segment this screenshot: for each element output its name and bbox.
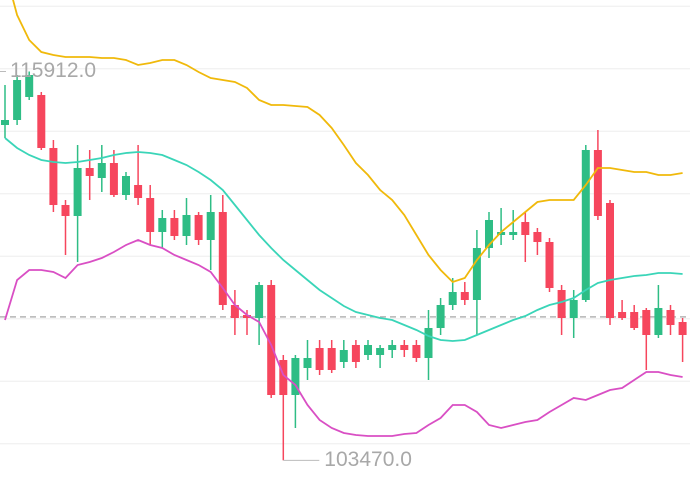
candle-body bbox=[569, 300, 578, 318]
candle-body bbox=[243, 315, 251, 318]
candle-body bbox=[545, 242, 554, 288]
annotation-label: 115912.0 bbox=[10, 59, 96, 82]
candle-body bbox=[678, 322, 687, 335]
candle-body bbox=[194, 215, 203, 240]
candle-body bbox=[606, 203, 614, 318]
candle-body bbox=[364, 345, 372, 355]
candle-body bbox=[497, 232, 506, 235]
candle-body bbox=[521, 222, 530, 235]
candle-body bbox=[376, 348, 385, 355]
candle-body bbox=[351, 345, 360, 362]
candle-body bbox=[255, 285, 264, 318]
candle-body bbox=[1, 120, 9, 125]
candle-body bbox=[618, 312, 627, 318]
candle-body bbox=[170, 218, 179, 236]
candle-body bbox=[400, 345, 409, 350]
candle-body bbox=[642, 310, 651, 335]
band-line bbox=[4, 137, 683, 342]
candle-body bbox=[424, 328, 433, 358]
candle-body bbox=[218, 212, 227, 305]
candle-body bbox=[593, 150, 602, 216]
candle-body bbox=[557, 290, 566, 318]
candle-body bbox=[182, 215, 191, 236]
candle-body bbox=[630, 312, 639, 328]
candle-body bbox=[581, 150, 590, 300]
candle-body bbox=[13, 80, 22, 120]
candle-body bbox=[73, 168, 82, 216]
candle-body bbox=[448, 292, 457, 305]
candle-body bbox=[37, 95, 46, 148]
candle-body bbox=[158, 218, 167, 232]
candle-body bbox=[315, 348, 324, 370]
candle-body bbox=[436, 305, 445, 328]
candle-body bbox=[509, 232, 518, 235]
candle-body bbox=[122, 176, 130, 195]
band-line bbox=[4, 239, 683, 437]
candle-body bbox=[49, 148, 58, 205]
candle-body bbox=[206, 212, 215, 240]
candle-body bbox=[134, 185, 143, 198]
candle-body bbox=[267, 285, 276, 395]
candle-body bbox=[279, 360, 288, 395]
candle-body bbox=[412, 345, 421, 358]
candle-body bbox=[230, 305, 239, 318]
candle-body bbox=[485, 220, 493, 248]
candle-body bbox=[533, 232, 542, 242]
candle-body bbox=[97, 163, 106, 178]
band-line bbox=[12, 0, 683, 284]
candle-body bbox=[303, 358, 312, 368]
candle-body bbox=[61, 205, 70, 216]
candle-body bbox=[327, 348, 336, 370]
candle-body bbox=[460, 292, 469, 300]
candle-body bbox=[146, 198, 155, 232]
candle-body bbox=[472, 248, 481, 300]
candle-body bbox=[25, 75, 34, 97]
candle-body bbox=[339, 350, 348, 362]
annotation-label: 103470.0 bbox=[324, 448, 412, 471]
candle-body bbox=[291, 358, 300, 395]
candle-body bbox=[666, 310, 675, 325]
candle-body bbox=[85, 168, 94, 176]
candle-body bbox=[654, 308, 663, 335]
candle-body bbox=[388, 345, 397, 350]
candle-body bbox=[109, 163, 118, 195]
